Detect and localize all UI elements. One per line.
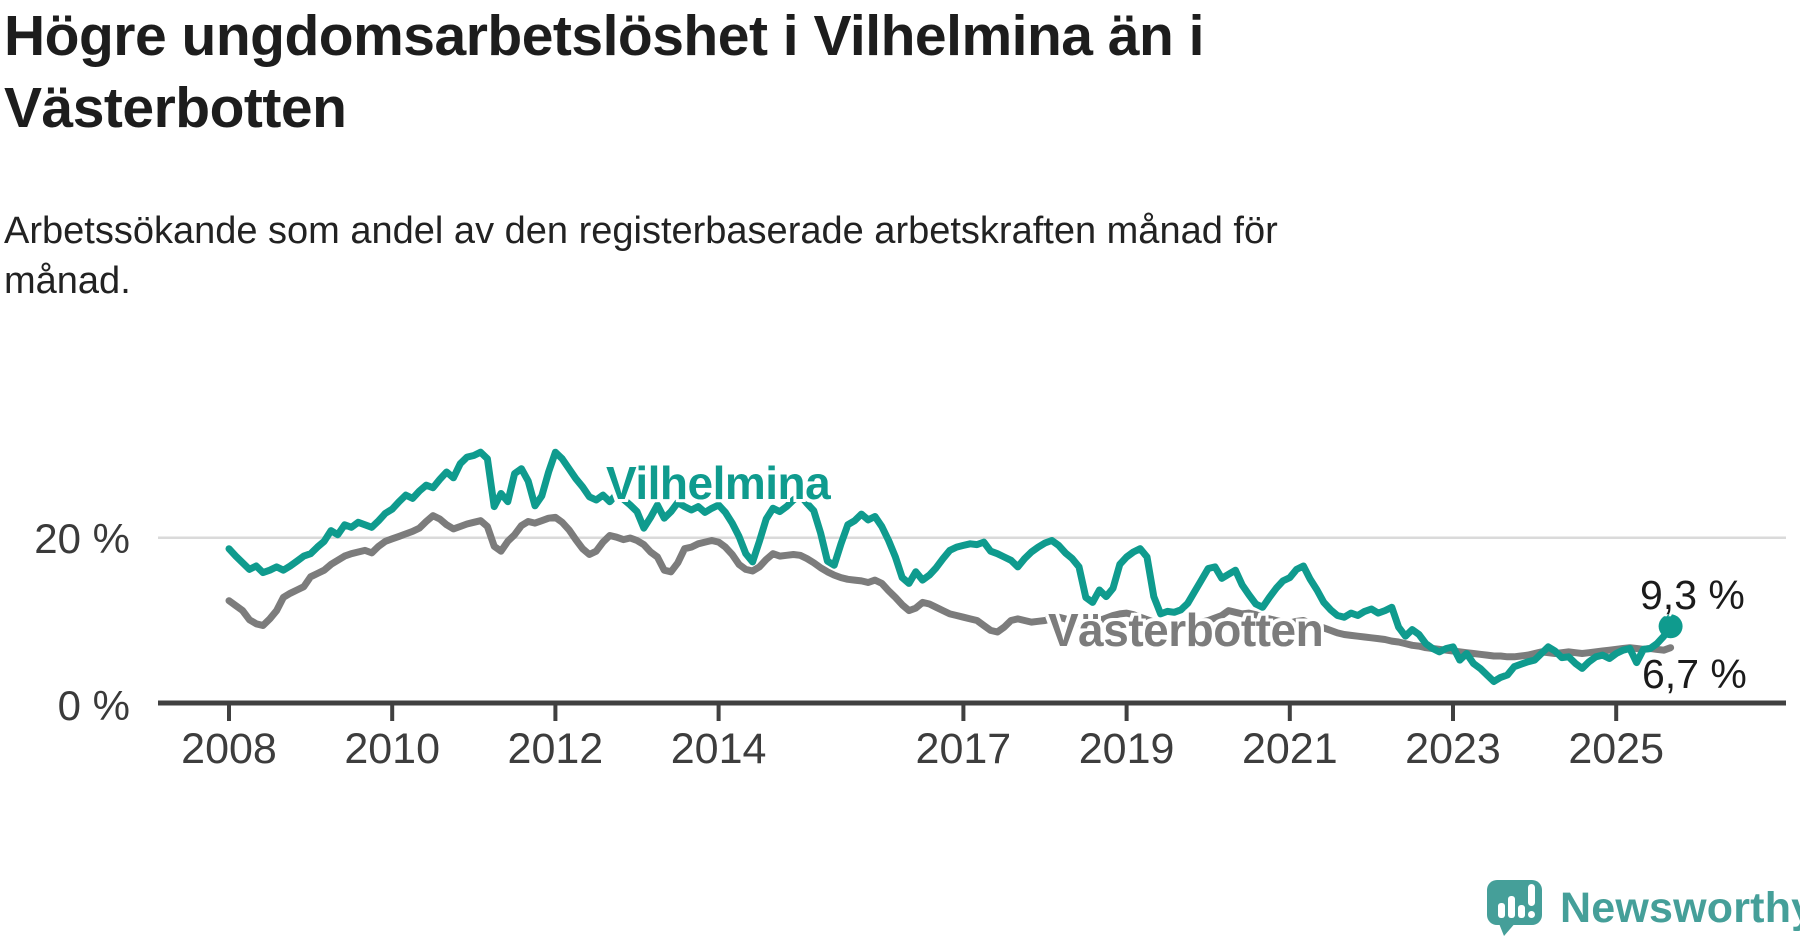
x-tick-label-2021: 2021 [1241,725,1338,773]
x-tick-label-2017: 2017 [915,725,1012,773]
vilhelmina-series-label: Vilhelmina [606,457,831,509]
vilhelmina-line [225,448,1675,685]
vilhelmina-end-value-label: 9,3 % [1640,572,1745,618]
x-tick-label-2014: 2014 [670,725,767,773]
x-tick-label-2023: 2023 [1405,725,1501,773]
x-tick-label-2010: 2010 [344,725,441,773]
vilhelmina-end-dot [1658,614,1683,639]
chart-subtitle: Arbetssökande som andel av den registerb… [4,210,1278,302]
newsworthy-logo[interactable]: Newsworthy [1486,879,1800,937]
series-lines [225,448,1675,685]
y-axis-label-20: 20 % [34,515,130,562]
x-tick-label-2008: 2008 [181,725,277,773]
vasterbotten-end-value-label: 6,7 % [1642,651,1747,697]
newsworthy-wordmark: Newsworthy [1560,884,1800,932]
vasterbotten-series-label: Västerbotten [1048,604,1324,656]
page-title: Högre ungdomsarbetslöshet i Vilhelmina ä… [4,4,1205,140]
x-tick-label-2019: 2019 [1078,725,1175,773]
newsworthy-icon [1487,880,1542,936]
x-tick-label-2012: 2012 [507,725,604,773]
x-tick-label-2025: 2025 [1568,725,1665,773]
y-axis-label-0: 0 % [57,682,130,729]
x-axis-ticks [227,703,1619,721]
